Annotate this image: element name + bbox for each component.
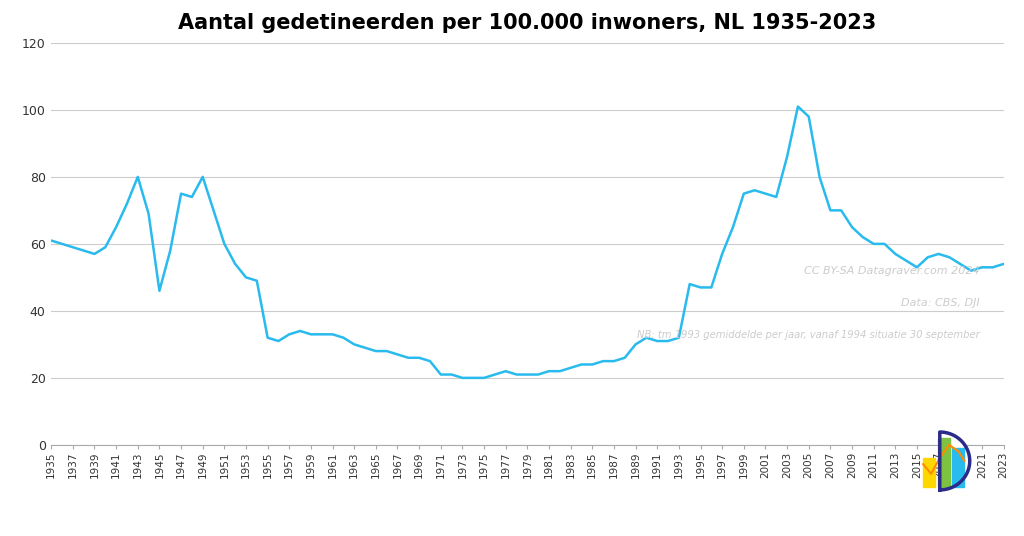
Text: Data: CBS, DJI: Data: CBS, DJI (901, 298, 980, 308)
Bar (952, 448, 965, 487)
Text: NB: tm 1993 gemiddelde per jaar, vanaf 1994 situatie 30 september: NB: tm 1993 gemiddelde per jaar, vanaf 1… (637, 330, 980, 340)
Text: CC BY-SA Datagraver.com 2024: CC BY-SA Datagraver.com 2024 (804, 266, 980, 276)
Title: Aantal gedetineerden per 100.000 inwoners, NL 1935-2023: Aantal gedetineerden per 100.000 inwoner… (178, 13, 877, 33)
Bar (924, 458, 935, 487)
Polygon shape (940, 432, 970, 490)
Bar (938, 438, 950, 487)
